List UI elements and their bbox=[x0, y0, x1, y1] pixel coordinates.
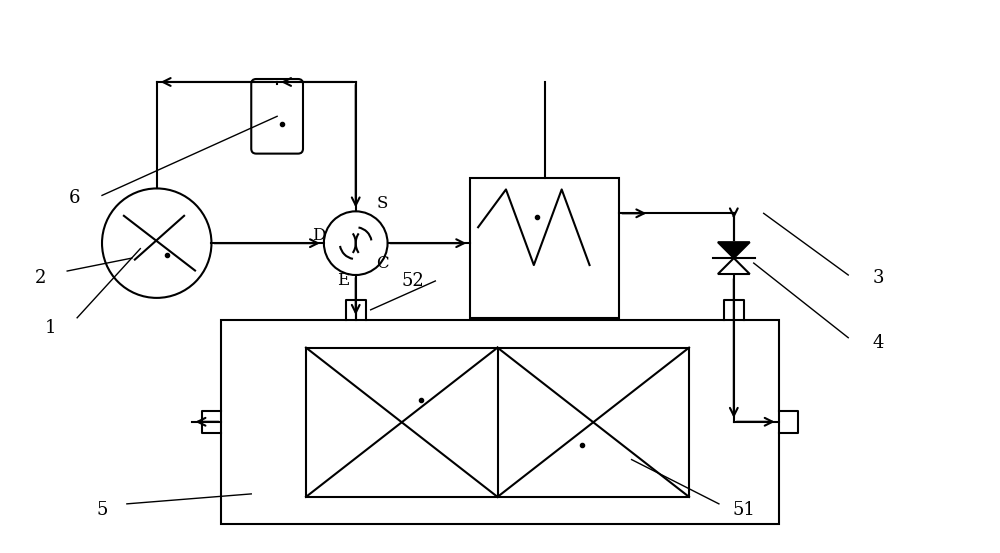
Text: C: C bbox=[376, 254, 389, 272]
FancyBboxPatch shape bbox=[251, 79, 303, 154]
Polygon shape bbox=[718, 258, 750, 274]
Text: 3: 3 bbox=[872, 269, 884, 287]
Text: 5: 5 bbox=[96, 501, 108, 519]
Text: 6: 6 bbox=[68, 189, 80, 207]
Text: 2: 2 bbox=[35, 269, 46, 287]
Bar bbox=[306, 348, 689, 497]
Text: E: E bbox=[337, 273, 349, 289]
Text: 1: 1 bbox=[45, 319, 56, 337]
Text: 4: 4 bbox=[872, 333, 884, 352]
Text: 52: 52 bbox=[401, 272, 424, 290]
Text: S: S bbox=[377, 195, 388, 212]
Text: 51: 51 bbox=[732, 501, 755, 519]
Bar bbox=[470, 179, 619, 318]
Text: D: D bbox=[312, 227, 326, 244]
Polygon shape bbox=[718, 242, 750, 258]
Bar bbox=[221, 320, 779, 524]
